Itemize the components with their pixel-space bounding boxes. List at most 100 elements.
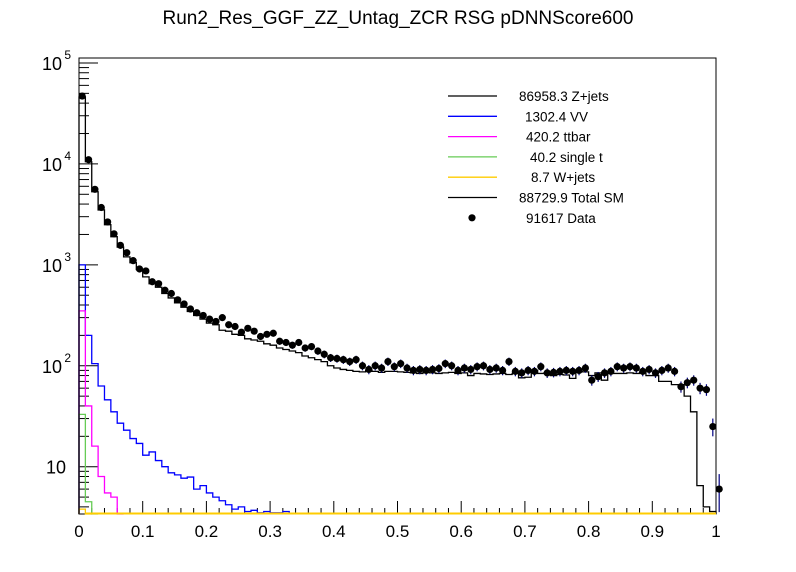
chart-title: Run2_Res_GGF_ZZ_Untag_ZCR RSG pDNNScore6… xyxy=(162,8,634,29)
data-point xyxy=(174,296,182,304)
data-point xyxy=(390,363,398,371)
data-point xyxy=(600,369,609,377)
data-point xyxy=(499,366,507,374)
data-point xyxy=(339,356,347,364)
data-point xyxy=(613,363,621,371)
data-point xyxy=(428,365,437,374)
data-point xyxy=(276,337,284,345)
data-point xyxy=(416,365,424,374)
data-point xyxy=(377,364,386,372)
data-point xyxy=(709,422,717,431)
data-point xyxy=(155,280,163,288)
data-point xyxy=(365,365,373,374)
y-tick-label: 10 xyxy=(42,54,62,74)
data-point xyxy=(123,249,131,257)
x-tick-label: 0.6 xyxy=(449,522,473,541)
data-point xyxy=(473,363,481,371)
data-point xyxy=(549,368,558,376)
data-point xyxy=(715,485,723,493)
data-point xyxy=(479,362,488,370)
y-tick-exponent: 4 xyxy=(64,149,71,163)
data-point xyxy=(492,364,500,372)
data-point xyxy=(518,369,526,377)
data-point xyxy=(397,360,405,368)
plot-frame xyxy=(78,57,717,515)
y-tick-exponent: 5 xyxy=(64,48,71,62)
data-point xyxy=(180,300,188,308)
histogram-total-sm xyxy=(78,96,717,514)
data-point xyxy=(250,327,258,335)
legend-label: 8.7 W+jets xyxy=(531,170,595,185)
x-tick-label: 0.1 xyxy=(131,522,155,541)
data-point xyxy=(537,363,545,371)
data-point xyxy=(658,366,666,374)
histogram-single-t xyxy=(78,413,99,515)
data-point xyxy=(702,386,711,394)
data-point xyxy=(460,364,468,372)
data-point xyxy=(677,383,685,391)
legend-label: 420.2 ttbar xyxy=(526,130,591,145)
data-point xyxy=(333,354,341,363)
data-point xyxy=(288,341,296,349)
data-point xyxy=(186,305,195,313)
x-tick-label: 0.2 xyxy=(195,522,219,541)
histogram-ttbar xyxy=(78,310,124,515)
data-point xyxy=(664,364,672,372)
data-point xyxy=(218,314,226,322)
data-point xyxy=(167,289,175,298)
data-point xyxy=(441,360,449,368)
data-point xyxy=(448,362,456,370)
data-point xyxy=(282,338,290,347)
y-tick-label: 10 xyxy=(42,357,62,377)
y-tick-label: 10 xyxy=(42,155,62,175)
data-point xyxy=(314,347,322,355)
data-point xyxy=(269,329,277,337)
data-point xyxy=(142,267,150,275)
data-point xyxy=(205,315,214,323)
data-point xyxy=(256,332,265,341)
data-point xyxy=(620,364,628,372)
x-tick-label: 0.3 xyxy=(258,522,282,541)
data-point xyxy=(320,350,328,358)
legend-label: 86958.3 Z+jets xyxy=(519,89,609,104)
legend-label: 1302.4 VV xyxy=(525,109,588,124)
data-point xyxy=(237,328,246,336)
data-point xyxy=(263,330,271,338)
data-point xyxy=(193,309,201,317)
data-point xyxy=(639,367,647,375)
data-point xyxy=(161,286,169,294)
data-point xyxy=(511,367,519,375)
legend-marker xyxy=(468,214,476,222)
data-point xyxy=(524,366,532,374)
y-tick-label: 10 xyxy=(46,458,66,478)
data-point xyxy=(454,366,462,374)
data-point xyxy=(148,278,156,286)
data-point xyxy=(78,92,86,100)
data-point xyxy=(594,373,602,381)
x-tick-label: 0.4 xyxy=(322,522,346,541)
legend-label: 88729.9 Total SM xyxy=(519,191,624,206)
data-point xyxy=(607,367,615,375)
data-point xyxy=(327,354,335,362)
x-tick-label: 1 xyxy=(711,522,720,541)
data-point xyxy=(104,218,112,226)
x-tick-label: 0.5 xyxy=(386,522,410,541)
x-tick-label: 0.8 xyxy=(577,522,601,541)
data-point xyxy=(556,367,564,375)
data-point xyxy=(626,363,634,371)
data-point xyxy=(690,376,698,384)
data-point xyxy=(212,317,220,326)
data-point xyxy=(505,357,513,366)
data-point xyxy=(581,364,590,372)
data-point xyxy=(371,362,379,370)
data-point xyxy=(683,379,691,387)
data-point xyxy=(543,369,551,377)
data-point xyxy=(403,364,411,372)
data-point xyxy=(651,369,660,377)
data-point xyxy=(110,230,118,238)
y-tick-label: 10 xyxy=(42,256,62,276)
data-point xyxy=(295,338,303,347)
data-point xyxy=(358,362,367,370)
